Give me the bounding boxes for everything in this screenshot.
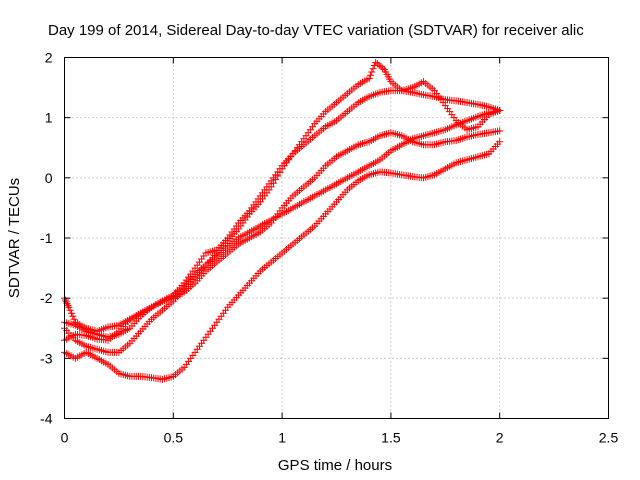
data-point xyxy=(67,309,75,317)
y-tick-label: 2 xyxy=(45,50,53,66)
data-point xyxy=(372,58,380,66)
y-tick-label: -1 xyxy=(40,230,53,246)
satellite-track-5 xyxy=(61,127,504,344)
data-point xyxy=(365,75,373,83)
data-points xyxy=(61,58,504,383)
y-tick-label: -2 xyxy=(40,290,53,306)
data-point xyxy=(496,127,504,135)
y-tick-label: 1 xyxy=(45,110,53,126)
x-tick-label: 1 xyxy=(278,430,286,446)
data-point xyxy=(379,64,387,72)
data-point xyxy=(276,168,284,176)
data-point xyxy=(375,61,383,69)
x-tick-label: 2.5 xyxy=(599,430,619,446)
data-point xyxy=(69,312,77,320)
data-point xyxy=(366,71,374,79)
data-point xyxy=(70,315,78,323)
data-point xyxy=(496,106,504,114)
data-point xyxy=(369,65,377,73)
data-point xyxy=(65,303,73,311)
data-point xyxy=(61,296,69,304)
data-point xyxy=(274,172,282,180)
x-tick-label: 0.5 xyxy=(164,430,184,446)
y-tick-label: -4 xyxy=(40,411,53,427)
x-tick-label: 0 xyxy=(61,430,69,446)
satellite-track-3 xyxy=(61,58,504,356)
grid-lines xyxy=(64,57,609,419)
data-point xyxy=(269,179,277,187)
chart-title: Day 199 of 2014, Sidereal Day-to-day VTE… xyxy=(48,22,584,39)
x-axis-label: GPS time / hours xyxy=(278,457,392,474)
data-point xyxy=(64,301,72,309)
data-point xyxy=(272,176,280,184)
data-point xyxy=(496,138,504,146)
x-tick-label: 1.5 xyxy=(381,430,401,446)
y-tick-label: 0 xyxy=(45,170,53,186)
data-point xyxy=(368,68,376,76)
data-point xyxy=(377,63,385,71)
axis-ticks xyxy=(64,57,609,419)
x-tick-label: 2 xyxy=(496,430,504,446)
tick-labels: 0 0.5 1 1.5 2 2.5 -4 -3 -2 -1 0 1 2 xyxy=(40,50,618,446)
data-point xyxy=(62,298,70,306)
y-tick-label: -3 xyxy=(40,350,53,366)
data-point xyxy=(267,183,275,191)
y-axis-label: SDTVAR / TECUs xyxy=(6,178,23,298)
data-point xyxy=(373,60,381,68)
data-point xyxy=(66,306,74,314)
satellite-track-4 xyxy=(61,138,504,383)
